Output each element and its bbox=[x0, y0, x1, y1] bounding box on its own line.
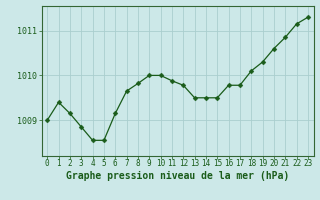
X-axis label: Graphe pression niveau de la mer (hPa): Graphe pression niveau de la mer (hPa) bbox=[66, 171, 289, 181]
